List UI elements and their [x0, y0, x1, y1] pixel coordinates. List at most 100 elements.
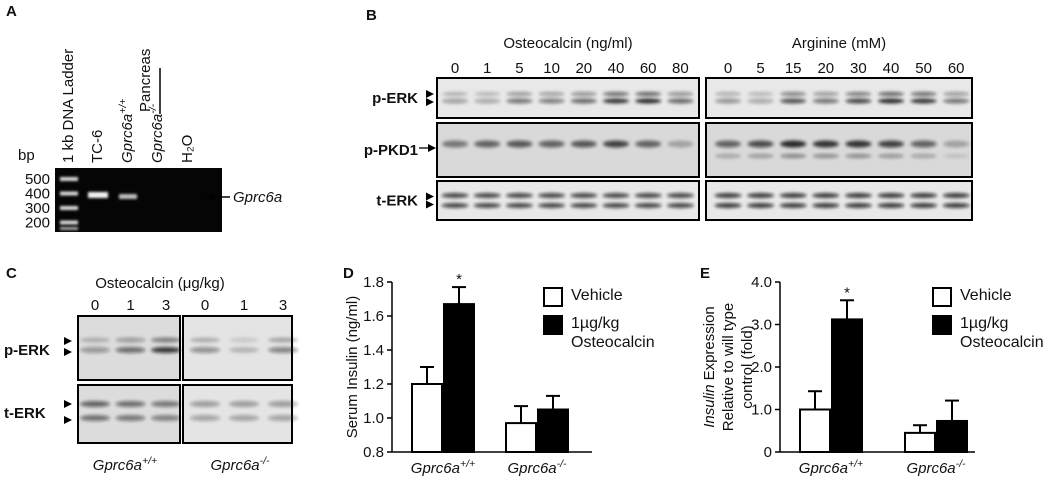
genotype-label: Gprc6a-/- [210, 455, 270, 474]
band [943, 154, 970, 158]
y-tick-label: 4.0 [751, 274, 772, 291]
y-tick-label: 1.8 [363, 274, 384, 291]
band [845, 154, 872, 158]
legend-item: Vehicle [932, 286, 1050, 307]
band [538, 140, 565, 148]
band [878, 140, 904, 148]
band [80, 347, 110, 353]
band [190, 415, 220, 421]
bar [537, 408, 569, 453]
lane-label: Gprc6a+/+ [117, 99, 136, 163]
band [845, 92, 872, 96]
band [878, 98, 904, 104]
legend-label: Vehicle [960, 287, 1012, 304]
band [268, 415, 298, 421]
band [603, 98, 629, 104]
dose-label: 0 [201, 297, 209, 314]
band [80, 401, 110, 407]
band [441, 193, 469, 198]
band [603, 140, 629, 148]
band [115, 337, 146, 343]
band [151, 415, 181, 421]
legend-swatch [932, 287, 952, 307]
panel-letter: E [700, 265, 710, 282]
dose-label: 20 [575, 60, 592, 77]
genotype-superscript: +/+ [117, 99, 129, 114]
y-tick-label: 1.2 [363, 376, 384, 393]
genotype-superscript: -/- [260, 455, 270, 467]
band [715, 98, 741, 104]
band [943, 98, 970, 104]
band [747, 203, 775, 208]
legend-item: 1µg/kg Osteocalcin [543, 314, 671, 352]
band [570, 140, 597, 148]
size-label: 300 [25, 200, 50, 217]
band [115, 401, 146, 407]
y-axis-label: control (fold) [739, 325, 756, 408]
band [635, 92, 662, 96]
band-label: Gprc6a [233, 189, 282, 206]
genotype-superscript: +/+ [848, 458, 863, 470]
dose-label: 0 [724, 60, 732, 77]
dose-label: 40 [883, 60, 900, 77]
bar [799, 408, 831, 453]
blot [436, 122, 700, 178]
band [910, 92, 937, 96]
band [80, 337, 110, 343]
band [779, 193, 807, 198]
y-axis-label-italic: Insulin [701, 384, 718, 427]
band [473, 203, 501, 208]
genotype-superscript: +/+ [460, 458, 475, 470]
arrow-head [426, 98, 434, 106]
bar [904, 431, 936, 453]
band [715, 92, 741, 96]
band [747, 154, 774, 158]
dose-label: 30 [850, 60, 867, 77]
band [667, 92, 694, 96]
band [634, 203, 662, 208]
band [115, 415, 146, 421]
band [780, 140, 807, 148]
band [943, 140, 970, 148]
band [747, 92, 774, 96]
group-label: Pancreas [137, 49, 154, 112]
arrow-head [426, 90, 434, 98]
genotype-superscript: -/- [956, 458, 966, 470]
group-title: Osteocalcin (μg/kg) [95, 275, 225, 292]
x-tick-label: Gprc6a-/- [507, 458, 567, 477]
group-title: Osteocalcin (ng/ml) [503, 35, 632, 52]
band [506, 92, 533, 96]
band [268, 347, 298, 353]
dose-label: 60 [948, 60, 965, 77]
y-tick-label: 1.4 [363, 342, 384, 359]
arrow-head [426, 192, 434, 201]
band [910, 203, 938, 208]
band [715, 140, 741, 148]
blot [705, 77, 973, 119]
band [190, 347, 220, 353]
band [538, 92, 565, 96]
band [942, 203, 970, 208]
lane-label: TC-6 [89, 130, 106, 163]
band [812, 92, 839, 96]
legend-item: 1µg/kg Osteocalcin [932, 314, 1050, 352]
band [877, 193, 905, 198]
x-tick-label: Gprc6a+/+ [799, 458, 863, 477]
significance-mark: * [844, 284, 850, 301]
band [603, 92, 629, 96]
band [602, 203, 630, 208]
dose-label: 80 [672, 60, 689, 77]
band [877, 203, 905, 208]
y-axis-label: Serum Insulin (ng/ml) [344, 296, 361, 439]
arrow-head [428, 144, 436, 152]
band [747, 193, 775, 198]
band [714, 203, 742, 208]
row-label: t-ERK [4, 405, 46, 422]
row-label: p-PKD1 [364, 142, 418, 159]
band [505, 193, 533, 198]
band [812, 203, 840, 208]
unit-label: bp [18, 147, 35, 164]
bar [443, 303, 475, 453]
